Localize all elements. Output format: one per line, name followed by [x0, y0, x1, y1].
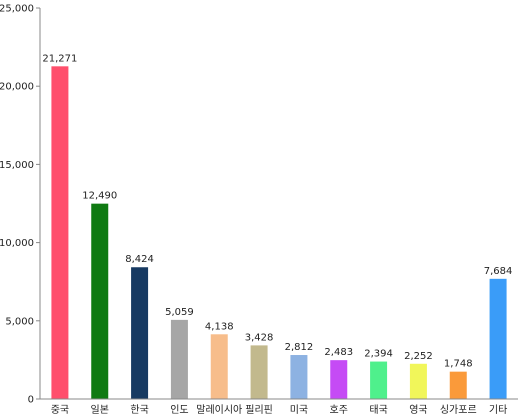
data-label: 3,428 [245, 332, 274, 343]
data-label: 7,684 [484, 266, 513, 277]
bar [170, 319, 188, 399]
bar [290, 355, 308, 399]
x-tick-label: 호주 [330, 404, 348, 416]
bars: 21,271 12,490 8,424 5,059 4,138 3,428 2,812 2,4… [42, 53, 512, 399]
y-tick-label: 20,000 [0, 82, 34, 93]
data-label: 2,394 [364, 349, 393, 360]
y-tick-label: 5,000 [5, 316, 34, 327]
x-tick-label: 태국 [369, 404, 387, 416]
bar [489, 278, 507, 399]
data-label: 4,138 [205, 321, 234, 332]
x-tick-label: 영국 [409, 404, 427, 416]
y-tick-label: 25,000 [0, 4, 34, 15]
x-tick-label: 일본 [91, 404, 109, 416]
bar [409, 363, 427, 399]
x-tick-label: 미국 [290, 404, 308, 416]
y-axis: 0 5,000 10,000 15,000 20,000 25,000 [0, 4, 41, 406]
bar [131, 267, 149, 399]
data-label: 8,424 [125, 254, 154, 265]
x-tick-label: 중국 [51, 404, 69, 416]
y-tick-label: 0 [28, 395, 34, 406]
bar [51, 66, 69, 399]
bar [330, 360, 348, 399]
x-tick-label: 기타 [489, 404, 507, 416]
data-label: 2,812 [285, 342, 314, 353]
data-label: 2,252 [404, 351, 433, 362]
data-label: 21,271 [42, 53, 77, 64]
x-tick-label: 필리핀 [245, 404, 273, 416]
data-label: 12,490 [82, 191, 117, 202]
x-tick-label: 싱가포르 [440, 404, 477, 416]
bar [449, 371, 467, 399]
x-axis: 중국 일본 한국 인도 말레이시아 필리핀 미국 호주 태국 영국 싱가포르 기타 [40, 398, 518, 416]
data-label: 1,748 [444, 359, 473, 370]
x-tick-label: 인도 [170, 404, 188, 416]
bar [91, 203, 109, 399]
bar [210, 334, 228, 399]
bar [250, 345, 268, 399]
data-label: 5,059 [165, 307, 194, 318]
x-tick-label: 말레이시아 [196, 404, 242, 416]
y-tick-label: 15,000 [0, 160, 34, 171]
x-tick-label: 한국 [130, 404, 148, 416]
bar [370, 361, 388, 399]
y-tick-label: 10,000 [0, 238, 34, 249]
data-label: 2,483 [324, 347, 353, 358]
